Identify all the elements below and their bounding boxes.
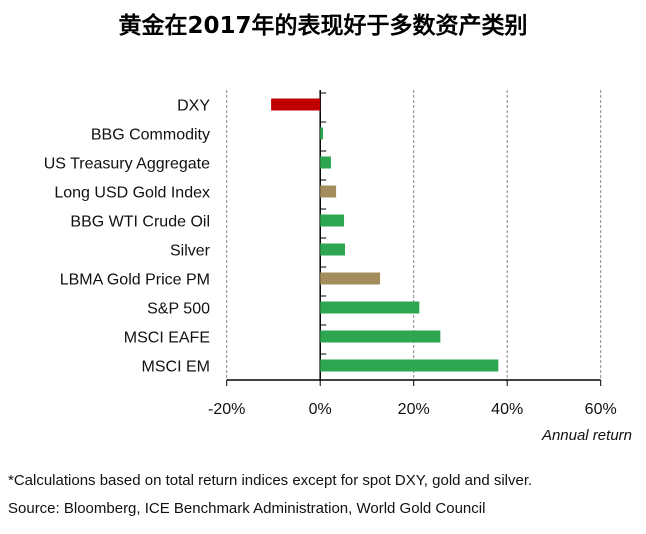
x-axis-label: Annual return	[541, 427, 632, 444]
category-label: LBMA Gold Price PM	[60, 272, 210, 289]
bar-bbg-wti-crude-oil	[320, 214, 345, 227]
footnote-calculations: *Calculations based on total return indi…	[8, 472, 533, 489]
category-label: MSCI EM	[142, 359, 210, 376]
footnote-source: Source: Bloomberg, ICE Benchmark Adminis…	[8, 500, 486, 517]
x-tick-label: 0%	[309, 401, 332, 418]
bar-msci-eafe	[320, 330, 441, 343]
x-tick-label: 60%	[585, 401, 617, 418]
bar-lbma-gold-price-pm	[320, 272, 381, 285]
bar-us-treasury-aggregate	[320, 156, 331, 169]
category-label: DXY	[177, 98, 210, 115]
category-label: US Treasury Aggregate	[44, 156, 210, 173]
bar-chart: -20% 0% 20% 40% 60% DXY BBG Commodity US Treasu…	[44, 90, 632, 444]
category-label: Silver	[170, 243, 211, 260]
bar-s-p-500	[320, 301, 420, 314]
category-label: Long USD Gold Index	[54, 185, 210, 202]
category-label: BBG WTI Crude Oil	[70, 214, 210, 231]
category-label: S&P 500	[147, 301, 210, 318]
x-tick-label: -20%	[208, 401, 245, 418]
chart-title: 黄金在2017年的表现好于多数资产类别	[118, 13, 528, 39]
category-label: BBG Commodity	[91, 127, 210, 144]
bar-long-usd-gold-index	[320, 185, 337, 198]
bar-silver	[320, 243, 345, 256]
x-tick-label: 20%	[398, 401, 430, 418]
bar-dxy	[271, 98, 321, 111]
bar-msci-em	[320, 359, 499, 372]
x-tick-label: 40%	[491, 401, 523, 418]
category-label: MSCI EAFE	[124, 330, 210, 347]
bar-bbg-commodity	[320, 127, 324, 140]
